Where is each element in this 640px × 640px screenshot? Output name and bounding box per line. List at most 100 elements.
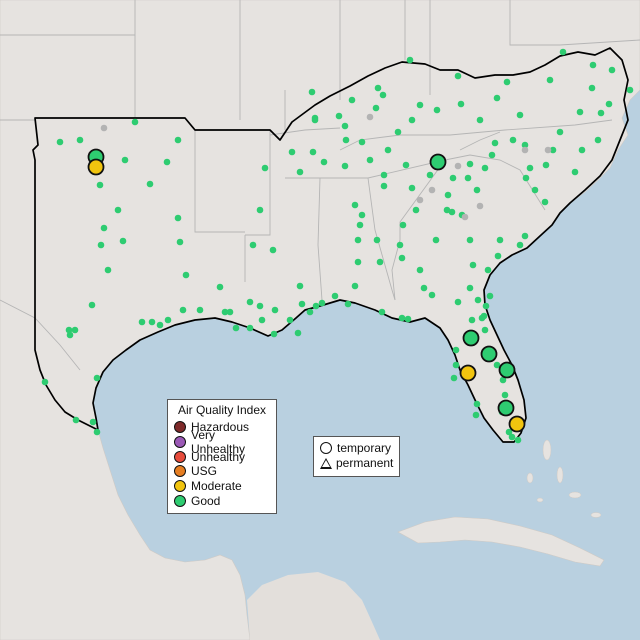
station-marker-nodata [521, 146, 529, 154]
station-marker-nodata [544, 146, 552, 154]
station-marker-good [454, 298, 462, 306]
station-marker-good [501, 391, 509, 399]
station-marker-good [398, 254, 406, 262]
station-marker-nodata [461, 213, 469, 221]
station-marker-good [549, 146, 557, 154]
station-marker-good [588, 84, 596, 92]
station-marker-good [344, 300, 352, 308]
station-marker-good [196, 306, 204, 314]
station-marker-good [516, 111, 524, 119]
station-marker-good [376, 258, 384, 266]
station-marker-good [318, 299, 326, 307]
station-marker-good [481, 164, 489, 172]
legend-item-temporary: temporary [320, 441, 393, 456]
station-marker-good-large [462, 329, 480, 347]
station-marker-good [76, 136, 84, 144]
station-marker-good [384, 146, 392, 154]
station-marker-good [380, 182, 388, 190]
station-marker-good [89, 418, 97, 426]
station-marker-good [626, 86, 634, 94]
station-marker-good [408, 184, 416, 192]
station-marker-good [526, 164, 534, 172]
station-marker-good [416, 101, 424, 109]
station-marker-good [514, 436, 522, 444]
station-marker-good [472, 411, 480, 419]
station-marker-good [174, 214, 182, 222]
station-marker-moderate-large [459, 364, 477, 382]
station-marker-good [374, 84, 382, 92]
station-marker-good [258, 316, 266, 324]
station-marker-good [559, 48, 567, 56]
station-marker-good [331, 292, 339, 300]
station-marker-good [309, 148, 317, 156]
station-marker-good [56, 138, 64, 146]
station-marker-good [348, 96, 356, 104]
station-marker-good [41, 378, 49, 386]
station-marker-good [493, 94, 501, 102]
station-marker-good [341, 122, 349, 130]
station-marker-good-large [498, 361, 516, 379]
station-marker-nodata [428, 186, 436, 194]
station-marker-good-large [497, 399, 515, 417]
station-marker-good [398, 314, 406, 322]
station-marker-good [516, 241, 524, 249]
station-marker-good [402, 161, 410, 169]
station-marker-good [66, 331, 74, 339]
station-marker-good [256, 302, 264, 310]
station-marker-good [450, 374, 458, 382]
station-marker-good [256, 206, 264, 214]
station-marker-good [96, 181, 104, 189]
station-marker-good [406, 56, 414, 64]
station-marker-good [597, 109, 605, 117]
legend-item-very-unhealthy: Very Unhealthy [174, 428, 270, 456]
station-marker-good [499, 376, 507, 384]
station-marker-good [100, 224, 108, 232]
station-markers-large [87, 148, 526, 433]
station-marker-good [341, 162, 349, 170]
station-marker-good [521, 141, 529, 149]
land-islands [526, 439, 602, 518]
station-marker-good [482, 302, 490, 310]
station-marker-good [452, 361, 460, 369]
station-marker-good [97, 241, 105, 249]
legend-item-moderate: Moderate [174, 479, 270, 494]
station-marker-good [505, 428, 513, 436]
station-marker-good [399, 221, 407, 229]
station-marker-good [481, 326, 489, 334]
station-marker-good [104, 266, 112, 274]
station-marker-good [342, 136, 350, 144]
station-marker-good [246, 298, 254, 306]
station-marker-good [356, 221, 364, 229]
station-marker-good [484, 266, 492, 274]
station-marker-good [179, 306, 187, 314]
land-yucatan [247, 572, 380, 640]
station-marker-good [121, 156, 129, 164]
station-marker-good [146, 180, 154, 188]
station-marker-good [114, 206, 122, 214]
station-marker-good [404, 315, 412, 323]
station-marker-good [380, 171, 388, 179]
station-marker-good [221, 308, 229, 316]
station-marker-good [433, 106, 441, 114]
station-marker-good [286, 316, 294, 324]
station-marker-good [466, 236, 474, 244]
station-marker-good [521, 232, 529, 240]
station-marker-good [351, 282, 359, 290]
station-marker-good [452, 346, 460, 354]
good-swatch-icon [174, 494, 186, 507]
station-marker-good [271, 306, 279, 314]
station-marker-good [163, 158, 171, 166]
station-marker-good [493, 361, 501, 369]
station-marker-good [608, 66, 616, 74]
station-marker-good [396, 241, 404, 249]
station-marker-good [605, 100, 613, 108]
station-marker-good [296, 282, 304, 290]
station-marker-good-large [429, 153, 447, 171]
station-marker-nodata [100, 124, 108, 132]
station-marker-good [306, 308, 314, 316]
station-marker-good [394, 128, 402, 136]
station-marker-good [468, 316, 476, 324]
station-marker-good [448, 208, 456, 216]
station-marker-good [320, 158, 328, 166]
